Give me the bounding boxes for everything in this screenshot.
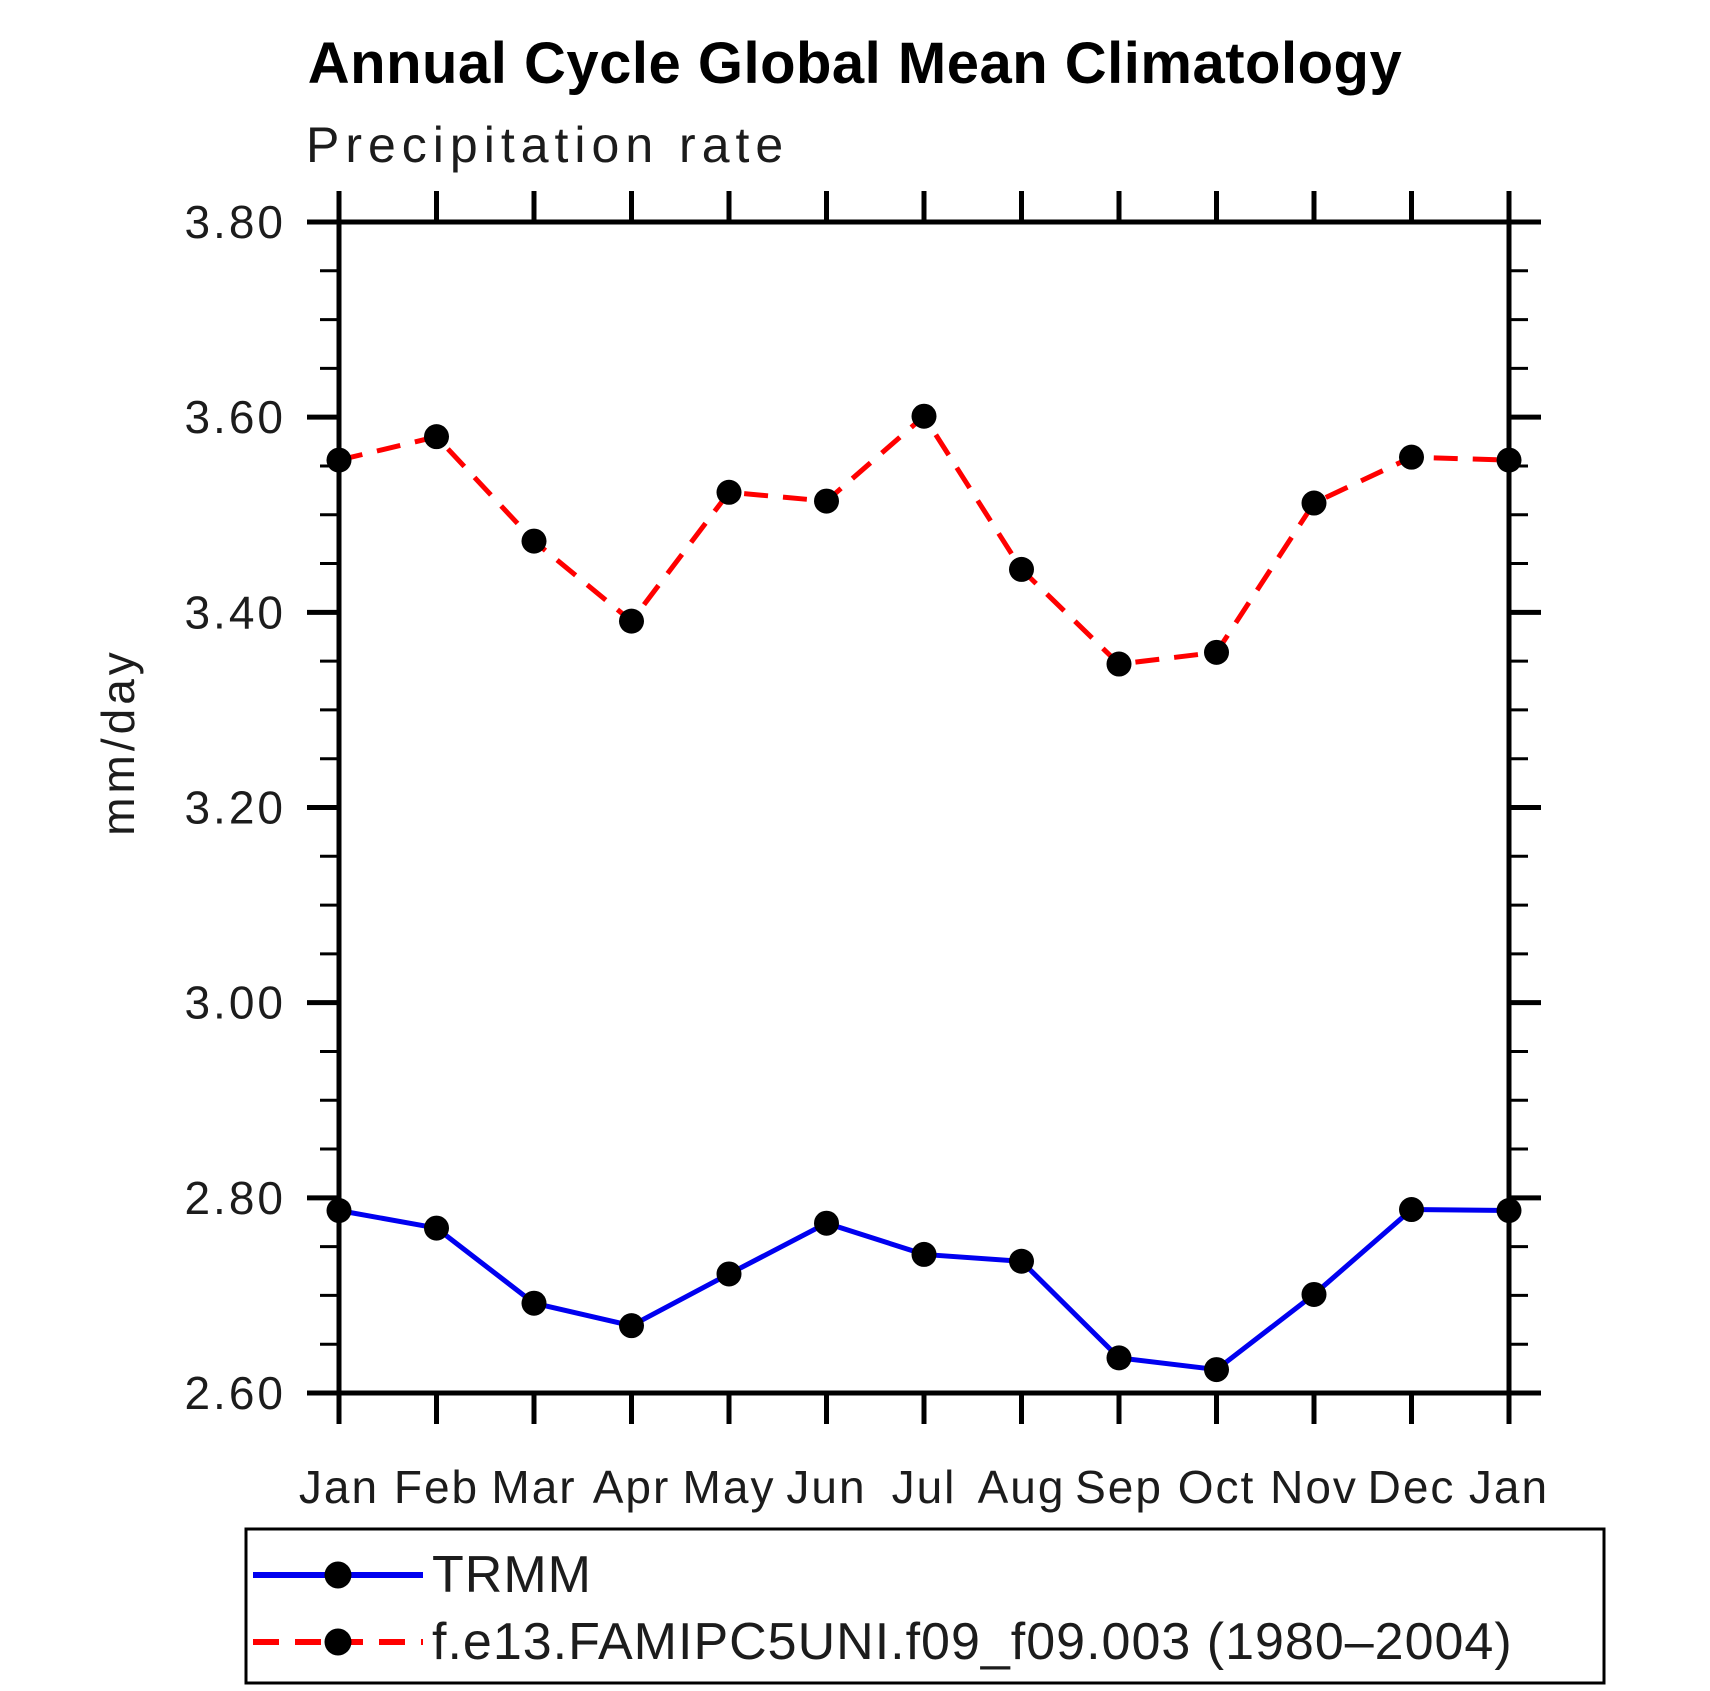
x-tick-label: May [683, 1461, 776, 1513]
data-point-1 [424, 424, 449, 450]
data-point-1 [1301, 490, 1327, 516]
series-line-1 [338, 412, 1510, 667]
data-point-0 [1009, 1248, 1034, 1274]
x-tick-label: Mar [491, 1461, 576, 1513]
x-tick-label: Apr [593, 1461, 671, 1513]
data-point-0 [1204, 1357, 1229, 1383]
data-point-0 [716, 1261, 742, 1287]
data-point-1 [619, 608, 644, 634]
chart-subtitle: Precipitation rate [306, 117, 790, 173]
legend-marker-1 [324, 1628, 352, 1656]
x-tick-label: Jul [892, 1461, 957, 1513]
plot-frame [336, 219, 1512, 1396]
data-point-0 [1106, 1345, 1132, 1371]
y-tick-label: 3.20 [184, 782, 286, 834]
x-tick-label: Jan [1469, 1461, 1549, 1513]
y-tick-label: 3.80 [184, 196, 286, 248]
data-point-1 [1399, 444, 1424, 470]
data-point-1 [1496, 447, 1522, 473]
legend-label-1: f.e13.FAMIPC5UNI.f09_f09.003 (1980–2004) [432, 1613, 1513, 1671]
legend-marker-0 [324, 1561, 352, 1589]
x-tick-label: Sep [1075, 1461, 1163, 1513]
data-point-1 [1106, 651, 1132, 677]
x-tick-label: Nov [1270, 1461, 1358, 1513]
x-tick-label: Jun [786, 1461, 866, 1513]
x-tick-label: Jan [299, 1461, 379, 1513]
data-point-1 [521, 528, 547, 554]
chart-title: Annual Cycle Global Mean Climatology [307, 31, 1403, 96]
data-point-0 [814, 1210, 839, 1236]
data-point-1 [911, 403, 937, 429]
data-point-1 [814, 488, 839, 514]
data-point-1 [1009, 556, 1034, 582]
y-tick-label: 2.60 [184, 1367, 286, 1419]
data-point-0 [1301, 1281, 1327, 1307]
y-tick-label: 3.40 [184, 586, 286, 638]
data-point-0 [911, 1241, 937, 1267]
x-tick-label: Oct [1178, 1461, 1256, 1513]
y-tick-label: 3.60 [184, 391, 286, 443]
x-tick-label: Aug [978, 1461, 1066, 1513]
x-tick-label: Dec [1368, 1461, 1456, 1513]
data-point-1 [326, 447, 352, 473]
y-tick-label: 2.80 [184, 1172, 286, 1224]
data-point-0 [521, 1290, 547, 1316]
y-tick-label: 3.00 [184, 977, 286, 1029]
data-point-0 [1496, 1198, 1522, 1224]
data-point-1 [716, 479, 742, 505]
data-point-0 [326, 1198, 352, 1224]
legend-box [244, 1527, 1606, 1685]
series-line-0 [338, 1207, 1510, 1373]
data-point-0 [1399, 1197, 1424, 1223]
legend-label-0: TRMM [432, 1546, 592, 1604]
data-point-1 [1204, 639, 1229, 665]
data-point-0 [619, 1313, 644, 1339]
data-point-0 [424, 1215, 449, 1241]
x-tick-label: Feb [394, 1461, 479, 1513]
